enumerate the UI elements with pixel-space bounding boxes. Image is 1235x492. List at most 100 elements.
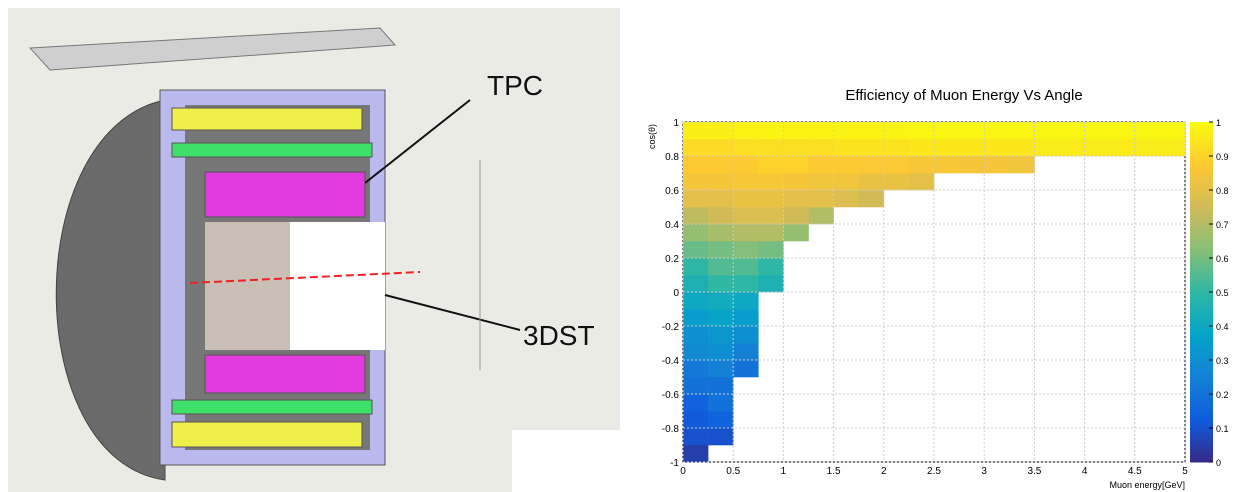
colorbar-tick-label: 0.6: [1216, 254, 1229, 264]
heat-cell: [833, 156, 859, 174]
heat-cell: [1084, 122, 1110, 140]
heat-cell: [808, 156, 834, 174]
heat-cell: [683, 241, 709, 259]
colorbar-segment: [1190, 207, 1213, 211]
heat-cell: [984, 156, 1010, 174]
colorbar-segment: [1190, 451, 1213, 456]
x-tick-label: 3: [981, 466, 987, 477]
x-axis-label: Muon energy[GeV]: [1109, 480, 1185, 490]
heat-cell: [783, 224, 809, 242]
heat-cell: [758, 190, 784, 208]
heat-cell: [733, 207, 759, 225]
colorbar-segment: [1190, 455, 1213, 460]
heat-cell: [733, 241, 759, 259]
green-top: [171, 142, 373, 158]
colorbar-segment: [1190, 200, 1213, 205]
heat-cell: [934, 139, 960, 157]
heat-cell: [733, 190, 759, 208]
heat-cell: [959, 156, 985, 174]
colorbar-segment: [1190, 315, 1213, 320]
heat-cell: [733, 173, 759, 191]
heat-cell: [1009, 139, 1035, 157]
heat-cell: [708, 139, 734, 157]
colorbar-segment: [1190, 438, 1213, 443]
colorbar-segment: [1190, 336, 1213, 341]
heat-cell: [683, 377, 709, 395]
heat-cell: [758, 207, 784, 225]
colorbar-segment: [1190, 285, 1213, 290]
heat-cell: [683, 275, 709, 293]
heat-cell: [758, 275, 784, 293]
colorbar-tick-label: 0.7: [1216, 220, 1229, 230]
heat-cell: [708, 360, 734, 378]
heat-cell: [1109, 122, 1136, 140]
heat-cell: [708, 173, 734, 191]
yellow-top: [171, 107, 363, 131]
heat-cell: [783, 122, 809, 140]
tpc-top: [204, 171, 366, 218]
heat-cell: [783, 207, 809, 225]
colorbar-segment: [1190, 312, 1213, 317]
heat-cell: [683, 360, 709, 378]
colorbar-segment: [1190, 169, 1213, 174]
colorbar-segment: [1190, 166, 1213, 171]
heat-cell: [833, 139, 859, 157]
colorbar-segment: [1190, 421, 1213, 426]
colorbar-segment: [1190, 213, 1213, 218]
colorbar-segment: [1190, 152, 1213, 157]
heat-cell: [683, 309, 709, 327]
heat-cell: [683, 156, 709, 174]
colorbar-segment: [1190, 411, 1213, 415]
x-tick-label: 0.5: [726, 466, 740, 477]
heat-cell: [858, 122, 885, 140]
colorbar-segment: [1190, 244, 1213, 249]
heat-cell: [683, 428, 709, 446]
heat-cell: [733, 326, 759, 344]
colorbar-segment: [1190, 237, 1213, 242]
3dst-right: [290, 222, 385, 350]
x-tick-label: 2: [881, 466, 887, 477]
heat-cell: [733, 275, 759, 293]
chart-title: Efficiency of Muon Energy Vs Angle: [845, 87, 1082, 104]
heat-cell: [1134, 139, 1161, 157]
heat-cell: [908, 156, 935, 174]
x-tick-label: 0: [680, 466, 686, 477]
colorbar-segment: [1190, 179, 1213, 184]
heat-cell: [708, 411, 734, 429]
heat-cell: [1034, 139, 1060, 157]
y-tick-label: 0.8: [665, 152, 679, 163]
colorbar-segment: [1190, 400, 1213, 405]
y-tick-label: 0.6: [665, 186, 679, 197]
heat-cell: [808, 190, 834, 208]
colorbar-segment: [1190, 417, 1213, 422]
heat-cell: [1159, 139, 1186, 157]
heat-cell: [984, 139, 1010, 157]
heat-cell: [733, 224, 759, 242]
colorbar-segment: [1190, 281, 1213, 286]
colorbar-segment: [1190, 261, 1213, 266]
colorbar-tick-label: 0.5: [1216, 288, 1229, 298]
y-tick-label: -0.4: [662, 356, 680, 367]
heat-cell: [858, 156, 885, 174]
label-tpc: TPC: [487, 70, 543, 101]
colorbar-segment: [1190, 424, 1213, 429]
y-axis-label: cos(θ): [647, 124, 657, 149]
x-tick-label: 5: [1182, 466, 1188, 477]
colorbar-segment: [1190, 353, 1213, 358]
colorbar-segment: [1190, 448, 1213, 453]
heat-cell: [1059, 139, 1085, 157]
y-tick-label: 0.2: [665, 254, 679, 265]
arrow: [384, 294, 521, 331]
heat-cell: [683, 224, 709, 242]
heat-cell: [708, 258, 734, 276]
heat-cell: [683, 411, 709, 429]
colorbar-segment: [1190, 173, 1213, 177]
y-tick-label: 0.4: [665, 220, 679, 231]
heat-cell: [708, 292, 734, 310]
colorbar-segment: [1190, 176, 1213, 181]
heatmap-chart: Efficiency of Muon Energy Vs Angle 0 0.5 1 1…: [647, 87, 1229, 490]
heat-cell: [833, 122, 859, 140]
heat-cell: [683, 292, 709, 310]
beam: [189, 271, 421, 284]
